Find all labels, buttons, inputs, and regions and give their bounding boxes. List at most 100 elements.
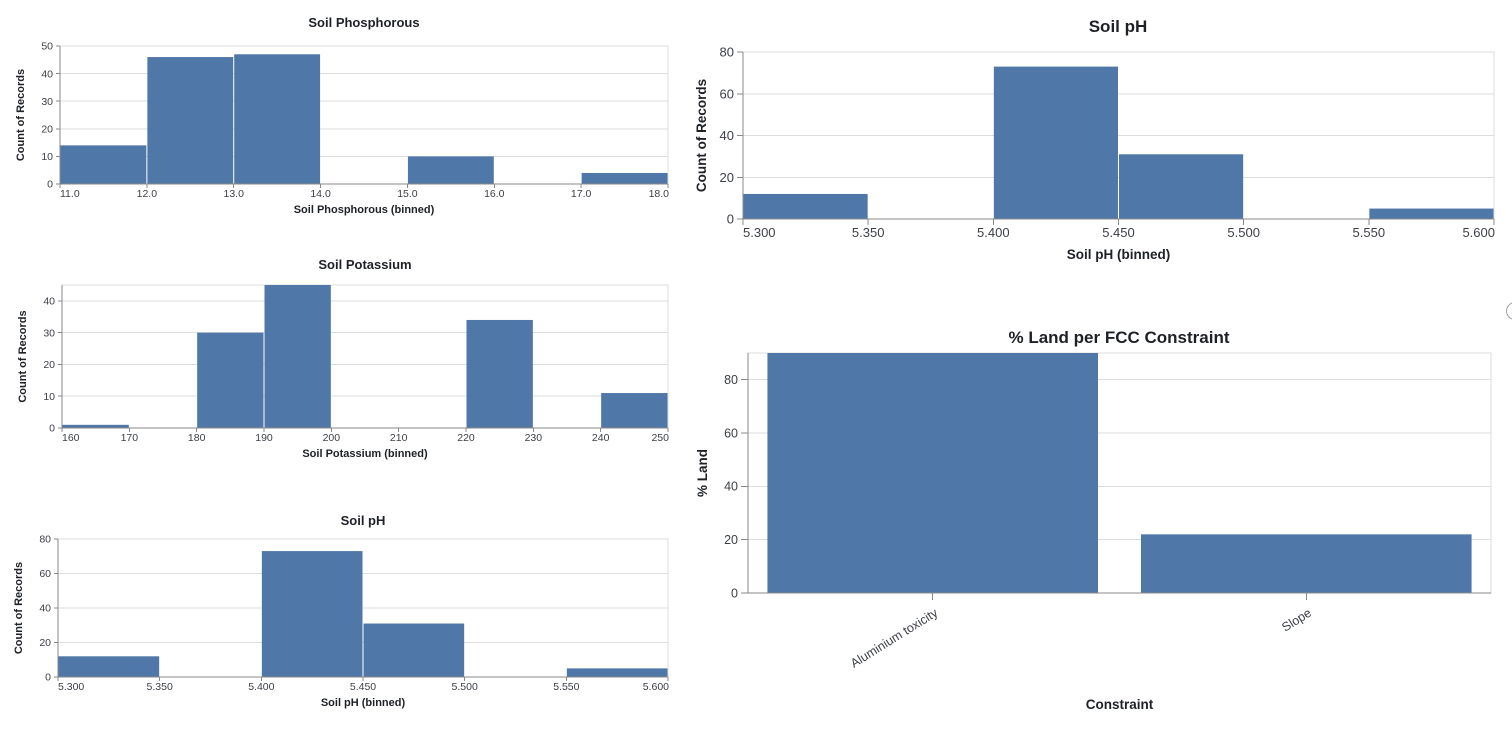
- x-tick-label: 170: [121, 432, 139, 444]
- chart-soil-phosphorous: 0 10 20 30 40 50 Soil Phosphorous Count of Reco…: [15, 15, 669, 216]
- chart-land-fcc: 0 20 40 60 80 % Land per FCC Constraint % Land…: [695, 328, 1492, 712]
- y-axis-title: Count of Records: [694, 79, 709, 192]
- category-bar: [1140, 534, 1472, 593]
- bars: [60, 54, 668, 184]
- y-tick-label: 40: [39, 603, 51, 615]
- x-tick-label: 5.450: [1102, 225, 1135, 240]
- x-tick-label: Slope: [1279, 606, 1314, 635]
- y-grid: [62, 300, 668, 397]
- x-tick-label: 250: [651, 432, 669, 444]
- x-tick-label: 5.350: [852, 225, 885, 240]
- x-tick-label: 240: [592, 432, 610, 444]
- y-tick-label: 40: [720, 128, 734, 143]
- y-axis: 0 10 20 30 40 50: [41, 41, 60, 191]
- x-axis-title: Constraint: [1086, 697, 1154, 712]
- chart-soil-ph-large: 0 20 40 60 80 Soil pH Count of Records Soil pH …: [694, 17, 1495, 262]
- bars: [62, 285, 668, 428]
- histogram-bar: [62, 424, 129, 428]
- y-tick-label: 80: [724, 373, 738, 387]
- x-tick-label: 220: [457, 432, 475, 444]
- x-tick-label: 5.450: [350, 681, 376, 693]
- bars: [767, 353, 1472, 593]
- x-tick-label: 5.550: [553, 681, 579, 693]
- y-tick-label: 40: [43, 296, 55, 308]
- y-axis: 0 20 40 60 80: [39, 534, 58, 684]
- histogram-bar: [1119, 154, 1244, 219]
- y-axis-title: Count of Records: [15, 69, 27, 161]
- y-tick-label: 0: [727, 212, 734, 227]
- x-tick-label: 5.500: [452, 681, 478, 693]
- x-axis: Aluminium toxicity Slope: [848, 593, 1314, 671]
- histogram-bar: [1369, 208, 1494, 219]
- y-axis-title: Count of Records: [13, 562, 25, 654]
- y-tick-label: 0: [47, 179, 53, 191]
- x-tick-label: 15.0: [397, 188, 418, 200]
- y-tick-label: 40: [41, 68, 53, 80]
- y-tick-label: 20: [41, 123, 53, 135]
- y-tick-label: 0: [45, 672, 51, 684]
- y-tick-label: 0: [731, 586, 738, 600]
- x-axis: 5.300 5.350 5.400 5.450 5.500 5.550 5.600: [57, 677, 669, 693]
- histogram-bar: [601, 393, 668, 428]
- x-tick-label: 18.0: [649, 188, 670, 200]
- y-tick-label: 10: [41, 151, 53, 163]
- category-bar: [767, 353, 1099, 593]
- chart-soil-potassium: 0 10 20 30 40 Soil Potassium Count of Records S…: [17, 257, 669, 460]
- histogram-bar: [264, 285, 331, 428]
- x-tick-label: 5.600: [643, 681, 669, 693]
- x-tick-label: 5.400: [248, 681, 274, 693]
- histogram-bar: [581, 172, 668, 184]
- x-tick-label: 210: [390, 432, 408, 444]
- bars: [58, 551, 668, 677]
- y-tick-label: 0: [49, 423, 55, 435]
- histogram-bar: [147, 57, 234, 184]
- chart-title: Soil pH: [341, 513, 386, 528]
- y-tick-label: 80: [39, 534, 51, 546]
- y-tick-label: 60: [720, 86, 734, 101]
- x-tick-label: 12.0: [137, 188, 158, 200]
- y-tick-label: 60: [39, 568, 51, 580]
- x-axis: 5.300 5.350 5.400 5.450 5.500 5.550 5.600: [742, 219, 1495, 240]
- chart-title: % Land per FCC Constraint: [1008, 328, 1229, 347]
- x-tick-label: 13.0: [223, 188, 244, 200]
- plot-border: [61, 284, 669, 429]
- x-axis-title: Soil Potassium (binned): [302, 448, 428, 460]
- x-tick-label: 11.0: [60, 188, 80, 200]
- histogram-bar: [60, 145, 147, 184]
- x-axis: 160 170 180 190 200 210 220 230 240 250: [61, 428, 669, 444]
- y-tick-label: 30: [41, 96, 53, 108]
- y-axis-title: % Land: [695, 449, 710, 497]
- x-tick-label: 5.300: [743, 225, 776, 240]
- x-tick-label: 17.0: [571, 188, 592, 200]
- x-tick-label: 5.550: [1353, 225, 1386, 240]
- x-tick-label: 190: [255, 432, 273, 444]
- histogram-bar: [197, 332, 264, 428]
- histogram-bar: [993, 66, 1118, 219]
- y-axis: 0 20 40 60 80: [724, 373, 748, 600]
- x-axis: 11.0 12.0 13.0 14.0 15.0 16.0 17.0 18.0: [59, 184, 670, 200]
- x-tick-label: 200: [323, 432, 341, 444]
- x-tick-label: 5.300: [58, 681, 84, 693]
- x-tick-label: 230: [525, 432, 543, 444]
- chart-soil-ph-small: 0 20 40 60 80 Soil pH Count of Records Soil pH …: [13, 513, 669, 709]
- x-tick-label: Aluminium toxicity: [848, 605, 941, 670]
- y-tick-label: 40: [724, 480, 738, 494]
- y-tick-label: 10: [43, 391, 55, 403]
- histogram-bar: [466, 319, 533, 428]
- y-tick-label: 20: [720, 170, 734, 185]
- x-tick-label: 5.500: [1227, 225, 1260, 240]
- x-tick-label: 5.400: [977, 225, 1010, 240]
- y-tick-label: 20: [39, 637, 51, 649]
- x-tick-label: 5.600: [1462, 225, 1495, 240]
- histogram-bar: [261, 551, 363, 677]
- x-tick-label: 160: [62, 432, 80, 444]
- y-grid: [58, 538, 668, 643]
- y-tick-label: 30: [43, 327, 55, 339]
- x-axis-title: Soil pH (binned): [1067, 247, 1171, 262]
- x-axis-title: Soil Phosphorous (binned): [294, 204, 435, 216]
- histogram-bar: [743, 193, 868, 219]
- y-tick-label: 60: [724, 426, 738, 440]
- histogram-bar: [407, 156, 494, 184]
